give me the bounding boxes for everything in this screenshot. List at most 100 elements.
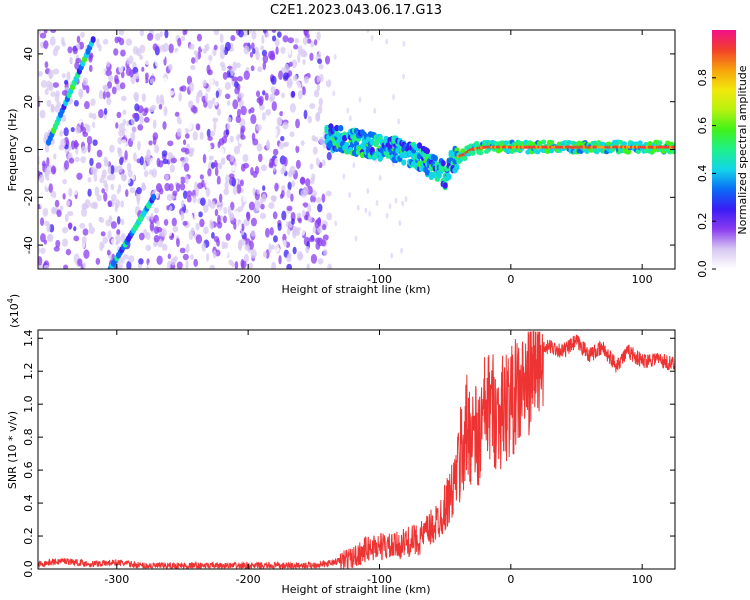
noise-blob [261, 34, 265, 44]
snr-xtick-label: 0 [507, 573, 514, 586]
noise-blob [224, 251, 229, 257]
noise-blob [43, 264, 50, 269]
noise-blob [149, 221, 155, 232]
noise-blob [378, 174, 382, 181]
signal-point [535, 149, 541, 155]
signal-point [440, 165, 446, 173]
noise-blob [185, 50, 191, 56]
noise-blob [229, 213, 235, 221]
signal-point [548, 148, 555, 154]
noise-blob [55, 239, 61, 248]
noise-blob [310, 253, 318, 264]
noise-blob [90, 166, 95, 174]
noise-blob [286, 263, 292, 269]
noise-blob [38, 264, 41, 269]
noise-blob [311, 190, 317, 197]
noise-blob [255, 90, 261, 98]
noise-blob [225, 233, 231, 241]
noise-blob [183, 162, 190, 172]
noise-blob [324, 55, 331, 65]
noise-blob [238, 92, 244, 99]
noise-blob [278, 255, 282, 265]
noise-blob [309, 83, 313, 94]
noise-blob [105, 69, 112, 77]
noise-blob [76, 172, 83, 181]
colorbar: 0.0 0.2 0.4 0.6 0.8 Normalized spectral ampl… [696, 30, 749, 278]
noise-blob [219, 33, 224, 44]
noise-blob [294, 38, 299, 44]
noise-blob [366, 188, 370, 195]
noise-blob [120, 49, 126, 57]
noise-blob [271, 35, 277, 42]
noise-blob [307, 203, 312, 213]
noise-blob [136, 196, 140, 206]
noise-blob [81, 236, 87, 243]
snr-xlabel: Height of straight line (km) [281, 583, 430, 596]
noise-blob [370, 34, 374, 41]
noise-blob [161, 150, 168, 157]
noise-blob [95, 257, 101, 265]
noise-blob [234, 86, 240, 95]
noise-blob [269, 53, 276, 61]
noise-blob [160, 228, 167, 238]
noise-blob [74, 156, 80, 163]
noise-blob [315, 241, 321, 250]
noise-blob [45, 181, 50, 188]
noise-blob [300, 140, 305, 146]
signal-point [385, 152, 391, 159]
noise-blob [144, 77, 149, 84]
noise-blob [326, 151, 332, 161]
noise-blob [313, 89, 320, 98]
noise-blob [195, 123, 201, 131]
noise-blob [118, 63, 124, 74]
noise-blob [207, 168, 212, 177]
noise-blob [274, 38, 280, 47]
noise-blob [64, 160, 70, 170]
noise-blob [216, 221, 223, 229]
noise-blob [251, 30, 257, 40]
noise-blob [38, 30, 41, 35]
noise-blob [114, 202, 118, 213]
noise-blob [282, 35, 289, 43]
noise-blob [317, 58, 323, 65]
signal-point [617, 139, 624, 145]
noise-blob [301, 209, 306, 218]
noise-blob [313, 39, 318, 46]
noise-blob [250, 166, 254, 176]
noise-blob [110, 238, 117, 245]
noise-blob [167, 253, 172, 260]
noise-blob [291, 90, 296, 98]
noise-blob [209, 200, 216, 210]
noise-blob [294, 201, 300, 208]
noise-blob [109, 144, 115, 153]
noise-blob [87, 176, 92, 183]
noise-blob [281, 210, 287, 221]
noise-blob [152, 132, 159, 141]
noise-blob [310, 201, 315, 210]
noise-blob [52, 68, 60, 75]
colorbar-tick-label: 0.8 [696, 69, 709, 87]
noise-blob [105, 91, 111, 99]
noise-blob [202, 153, 207, 164]
signal-point [625, 149, 631, 155]
noise-blob [158, 103, 163, 110]
noise-blob [82, 77, 89, 86]
noise-blob [270, 86, 276, 94]
noise-blob [312, 146, 318, 155]
colorbar-axis: 0.0 0.2 0.4 0.6 0.8 [696, 69, 716, 278]
noise-blob [364, 207, 368, 214]
noise-blob [86, 124, 91, 133]
noise-blob [134, 72, 140, 80]
noise-blob [151, 168, 158, 178]
noise-blob [195, 94, 200, 104]
noise-blob [68, 187, 73, 197]
noise-blob [156, 220, 160, 227]
noise-blob [301, 86, 306, 96]
noise-blob [305, 178, 311, 187]
noise-blob [243, 253, 249, 263]
noise-blob [291, 218, 295, 225]
noise-blob [146, 149, 151, 159]
noise-blob [206, 64, 211, 75]
